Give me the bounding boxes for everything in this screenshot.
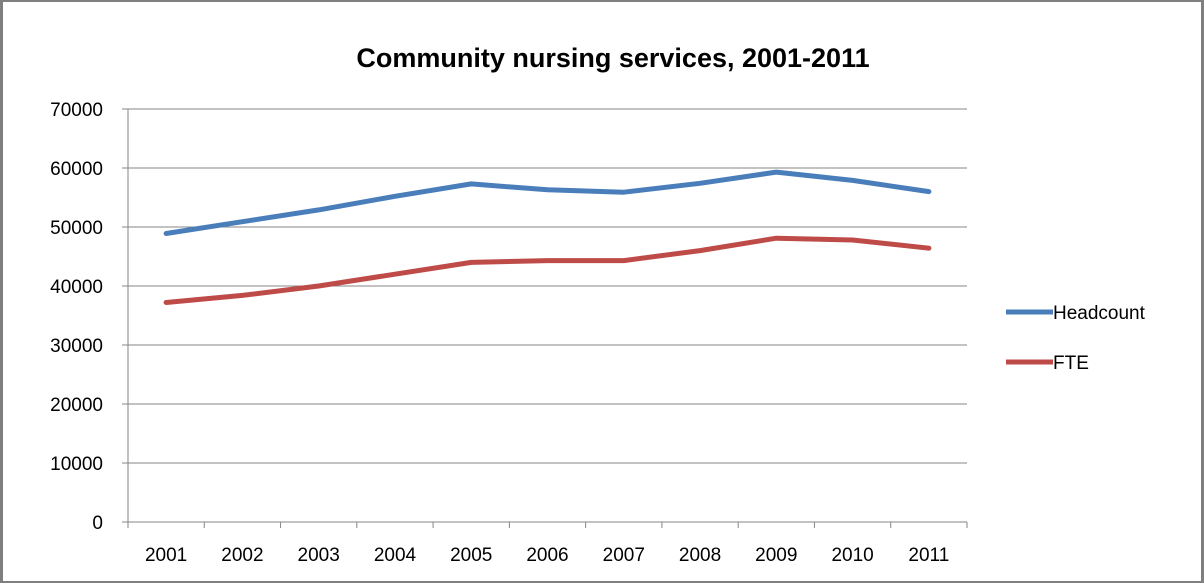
y-tick-label: 30000 bbox=[50, 336, 103, 357]
axes: 0 10000 20000 30000 40000 50000 60000 70000 2001… bbox=[50, 100, 968, 566]
x-tick-label: 2008 bbox=[679, 545, 721, 566]
y-tick-label: 20000 bbox=[50, 395, 103, 416]
y-tick-label: 70000 bbox=[50, 100, 103, 121]
y-tick-label: 50000 bbox=[50, 218, 103, 239]
legend: Headcount FTE bbox=[1006, 303, 1146, 374]
chart-title: Community nursing services, 2001-2011 bbox=[356, 43, 869, 73]
x-tick-label: 2009 bbox=[755, 545, 797, 566]
y-tick-label: 60000 bbox=[50, 159, 103, 180]
gridlines bbox=[128, 108, 967, 464]
x-tick-label: 2010 bbox=[831, 545, 873, 566]
x-tick-label: 2001 bbox=[145, 545, 187, 566]
x-tick-label: 2003 bbox=[298, 545, 340, 566]
series-lines bbox=[163, 169, 932, 305]
series-line-fte bbox=[163, 235, 932, 305]
x-tick-label: 2011 bbox=[908, 545, 949, 566]
y-tick-label: 40000 bbox=[50, 277, 103, 298]
line-chart: Community nursing services, 2001-2011 0 1… bbox=[50, 43, 1146, 566]
legend-label: FTE bbox=[1053, 353, 1089, 374]
series-line-headcount bbox=[163, 169, 932, 236]
x-tick-label: 2006 bbox=[526, 545, 568, 566]
y-tick-label: 0 bbox=[92, 513, 103, 534]
x-tick-label: 2002 bbox=[221, 545, 263, 566]
x-tick-label: 2007 bbox=[603, 545, 645, 566]
y-tick-label: 10000 bbox=[50, 454, 103, 475]
x-tick-label: 2004 bbox=[374, 545, 417, 566]
legend-label: Headcount bbox=[1053, 303, 1146, 324]
x-tick-label: 2005 bbox=[450, 545, 492, 566]
